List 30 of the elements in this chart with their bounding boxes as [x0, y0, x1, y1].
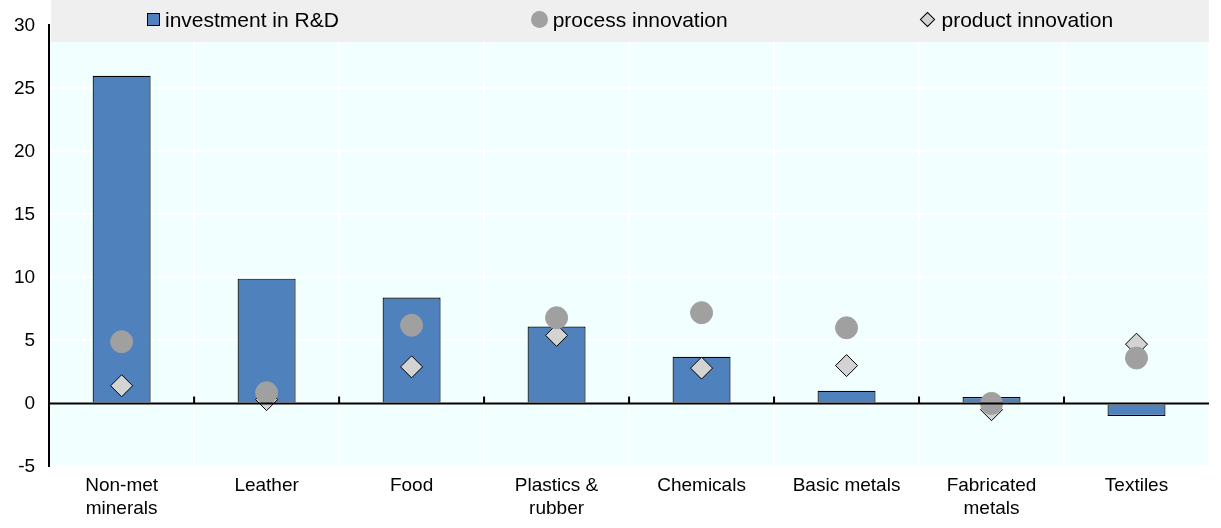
- x-tick-label: Chemicals: [657, 474, 746, 496]
- legend-label: process innovation: [552, 7, 728, 32]
- y-tick-label: 10: [13, 265, 36, 287]
- point: [690, 301, 714, 325]
- x-tick-label: Plastics & rubber: [514, 474, 599, 518]
- x-tick-label: Leather: [234, 474, 300, 496]
- point: [110, 330, 134, 354]
- point: [110, 374, 134, 398]
- point: [980, 391, 1004, 415]
- x-tick-label: Non-met minerals: [85, 474, 159, 518]
- legend-label: product innovation: [941, 7, 1114, 32]
- x-tick-label: Textiles: [1104, 474, 1169, 496]
- y-tick-label: 5: [24, 328, 36, 350]
- point: [835, 354, 859, 378]
- y-tick-label: 20: [13, 139, 36, 161]
- point: [545, 306, 569, 330]
- x-tick-label: Food: [389, 474, 434, 496]
- point: [835, 316, 859, 340]
- point: [255, 381, 279, 405]
- x-tick-label: Basic metals: [792, 474, 901, 496]
- point: [400, 355, 424, 379]
- y-tick-label: 30: [13, 13, 36, 35]
- legend-label: investment in R&D: [164, 7, 339, 32]
- point: [400, 313, 424, 337]
- y-tick-label: 25: [13, 76, 36, 98]
- y-tick-label: -5: [18, 454, 36, 476]
- y-tick-label: 0: [24, 391, 36, 413]
- x-tick-label: Fabricated metals: [946, 474, 1037, 518]
- y-tick-label: 15: [13, 202, 36, 224]
- point: [1125, 346, 1149, 370]
